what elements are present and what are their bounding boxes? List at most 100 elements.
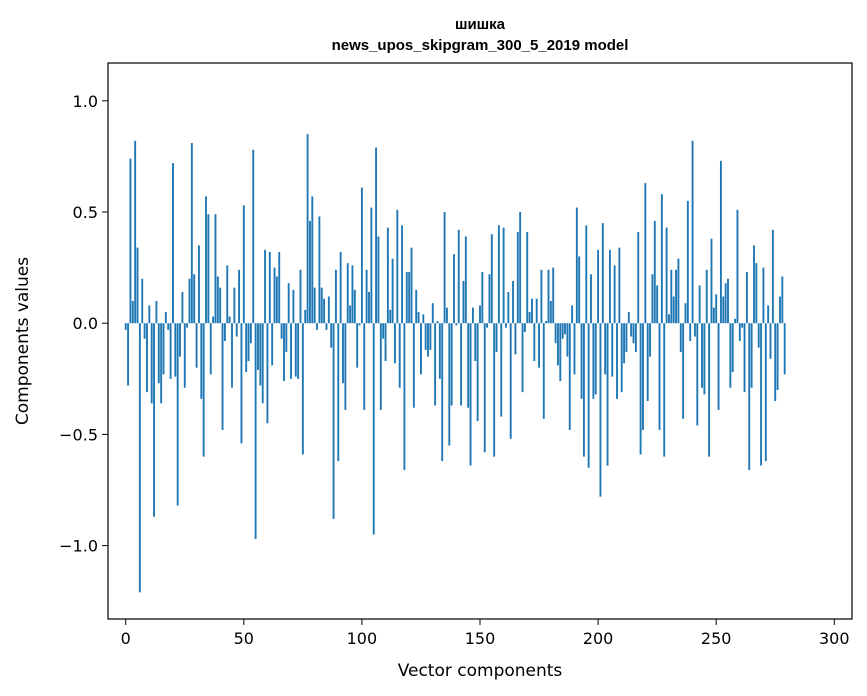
bar: [616, 323, 618, 399]
bar: [516, 232, 519, 324]
bar: [500, 323, 503, 417]
bar: [684, 303, 687, 324]
bar: [703, 323, 706, 395]
bar: [646, 323, 649, 402]
bar: [212, 316, 215, 324]
bar: [783, 323, 786, 375]
x-tick-label: 50: [234, 629, 254, 648]
bar: [691, 140, 694, 324]
bar: [613, 265, 616, 324]
bar: [231, 323, 233, 388]
bar: [531, 298, 533, 324]
bar: [705, 269, 708, 324]
bar: [193, 274, 196, 324]
bar: [403, 323, 406, 470]
bar: [620, 323, 623, 393]
bar: [658, 323, 661, 430]
bar: [450, 323, 453, 406]
bar: [207, 214, 210, 324]
bar: [235, 323, 238, 337]
bar: [377, 236, 380, 324]
x-tick-label: 300: [819, 629, 850, 648]
bar: [771, 229, 774, 324]
bar: [254, 323, 257, 539]
chart-title: шишка: [455, 16, 506, 33]
bar: [233, 287, 236, 324]
bar: [479, 305, 481, 324]
bar: [294, 323, 297, 377]
bar: [223, 323, 226, 341]
bar: [590, 274, 592, 324]
bar: [552, 267, 555, 324]
bar: [549, 300, 552, 324]
bar: [634, 323, 637, 353]
bar: [186, 323, 189, 328]
bar: [632, 323, 635, 344]
bar: [401, 225, 403, 324]
bar: [696, 323, 699, 426]
bar: [320, 287, 323, 324]
bar: [214, 214, 217, 324]
bar: [693, 323, 696, 337]
bar: [420, 323, 422, 375]
x-axis-label: Vector components: [398, 661, 563, 681]
bar: [686, 200, 689, 324]
bar: [762, 267, 765, 324]
bar: [247, 323, 250, 362]
y-axis-label: Components values: [13, 257, 33, 425]
bar: [557, 323, 559, 366]
bar: [297, 323, 300, 379]
y-tick-label: −0.5: [59, 425, 98, 444]
bar: [630, 323, 633, 337]
bar: [535, 298, 538, 324]
bar: [637, 232, 640, 324]
bar: [384, 323, 387, 362]
bar: [488, 274, 491, 324]
bar: [410, 247, 413, 324]
bar: [781, 276, 784, 324]
bar: [167, 323, 170, 330]
bar: [731, 323, 734, 373]
plot-frame: [107, 62, 853, 620]
bar: [349, 305, 352, 324]
bar: [155, 300, 158, 324]
bar: [280, 323, 283, 339]
bar: [736, 209, 739, 324]
bar: [476, 323, 479, 422]
bar: [257, 323, 259, 370]
bar: [339, 252, 342, 324]
bar: [523, 323, 526, 333]
y-tick-label: −1.0: [59, 537, 98, 556]
bar: [663, 323, 666, 457]
bar: [422, 314, 425, 324]
bar: [273, 267, 276, 324]
y-tick-label: 0.5: [73, 203, 98, 222]
bar: [141, 278, 144, 324]
bar: [183, 323, 186, 388]
bar: [679, 323, 682, 353]
bar: [431, 303, 434, 324]
bar: [717, 323, 720, 410]
bar: [608, 249, 611, 324]
bar: [290, 323, 292, 379]
bar: [715, 294, 718, 324]
bar: [474, 323, 477, 362]
bar: [242, 205, 245, 324]
bar: [774, 323, 777, 402]
bar: [741, 323, 744, 328]
bar: [670, 269, 673, 324]
bar: [283, 323, 285, 382]
bar: [429, 323, 432, 350]
bar: [271, 323, 274, 366]
bar: [526, 232, 529, 324]
bar: [365, 269, 368, 324]
bar: [738, 323, 741, 341]
bar: [169, 323, 172, 379]
bar: [668, 314, 670, 324]
bar: [131, 300, 134, 324]
bar: [625, 323, 628, 353]
bar: [259, 323, 262, 386]
bar: [287, 283, 290, 324]
bar: [760, 323, 763, 466]
bar: [174, 323, 177, 377]
